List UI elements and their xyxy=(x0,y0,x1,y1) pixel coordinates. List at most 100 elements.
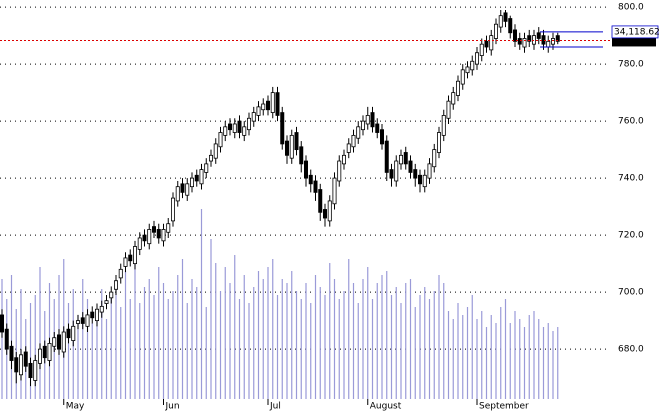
candle-body xyxy=(23,351,28,367)
candle-body xyxy=(527,35,532,42)
volume-bar xyxy=(129,299,131,399)
candle-body xyxy=(375,123,380,133)
x-tick-label: Jun xyxy=(165,402,180,412)
volume-bar xyxy=(143,287,146,399)
candle-body xyxy=(498,15,503,28)
candle-body xyxy=(180,183,185,193)
candle-body xyxy=(218,132,223,148)
candle-body xyxy=(532,35,537,45)
annotation-box xyxy=(611,25,659,39)
candle-body xyxy=(47,343,52,361)
candle-body xyxy=(408,160,413,173)
candle-body xyxy=(227,123,232,131)
candle-body xyxy=(256,106,261,116)
candle-body xyxy=(18,354,23,376)
volume-bar xyxy=(267,267,269,399)
volume-bar xyxy=(200,209,203,399)
volume-bar xyxy=(495,323,497,399)
candle-body xyxy=(389,169,394,179)
candle-body xyxy=(403,152,408,165)
candle-body xyxy=(484,40,489,48)
volume-bar xyxy=(367,267,369,399)
volume-bar xyxy=(205,307,207,399)
volume-bar xyxy=(357,303,359,399)
candle-body xyxy=(503,12,508,22)
volume-bar xyxy=(139,303,141,399)
volume-bar xyxy=(390,295,393,399)
volume-bar xyxy=(243,275,245,399)
volume-bar xyxy=(134,255,136,399)
candle-body xyxy=(446,100,451,119)
candle-body xyxy=(422,174,427,188)
volume-bar xyxy=(167,299,169,399)
last-price-label: 788.31 xyxy=(616,36,648,46)
volume-bar xyxy=(433,291,435,399)
volume-bar xyxy=(504,299,507,399)
candle-body xyxy=(261,103,266,111)
volume-bar xyxy=(519,319,521,399)
candle-body xyxy=(474,52,479,65)
candle-body xyxy=(555,35,560,42)
candle-body xyxy=(356,126,361,139)
candle-body xyxy=(346,143,351,153)
volume-bar xyxy=(120,307,122,399)
candle-body xyxy=(80,317,85,324)
candle-body xyxy=(308,174,313,185)
volume-bar xyxy=(1,279,3,399)
candle-body xyxy=(38,348,43,364)
candle-body xyxy=(242,126,247,136)
candle-body xyxy=(322,209,327,219)
x-tick-label: September xyxy=(479,402,529,412)
candle-body xyxy=(536,32,541,39)
candle-body xyxy=(427,163,432,179)
candle-body xyxy=(189,177,194,188)
candle-body xyxy=(327,200,332,222)
volume-bar xyxy=(305,283,307,399)
candle-body xyxy=(118,268,123,279)
volume-bar xyxy=(224,267,226,399)
volume-bar xyxy=(462,315,464,399)
volume-bar xyxy=(547,323,549,399)
volume-bar xyxy=(105,319,108,399)
volume-bar xyxy=(158,267,160,399)
volume-bar xyxy=(276,295,279,399)
volume-bar xyxy=(490,315,492,399)
candle-body xyxy=(199,169,204,185)
volume-bar xyxy=(300,299,302,399)
volume-bar xyxy=(162,283,165,399)
volume-bar xyxy=(148,279,150,399)
volume-bar xyxy=(219,291,222,399)
y-tick-label: 740.0 xyxy=(618,174,644,184)
volume-bar xyxy=(381,275,383,399)
candle-body xyxy=(332,177,337,205)
candle-body xyxy=(28,362,33,379)
volume-bar xyxy=(181,259,184,399)
volume-bar xyxy=(414,307,416,399)
candle-body xyxy=(413,169,418,179)
volume-bar xyxy=(186,303,188,399)
volume-bar xyxy=(557,327,559,399)
volume-bar xyxy=(319,287,321,399)
candle-body xyxy=(294,132,299,151)
candle-body xyxy=(479,43,484,56)
candle-body xyxy=(142,234,147,242)
candle-body xyxy=(33,360,38,381)
volume-bar xyxy=(67,303,70,399)
volume-bar xyxy=(10,275,13,399)
volume-bar xyxy=(101,289,103,399)
volume-bar xyxy=(115,283,117,399)
volume-bar xyxy=(542,327,545,399)
volume-bar xyxy=(343,291,345,399)
volume-bar xyxy=(286,283,288,399)
candle-body xyxy=(14,357,19,373)
candle-body xyxy=(147,229,152,245)
candle-body xyxy=(156,229,161,239)
candle-body xyxy=(137,237,142,250)
candle-body xyxy=(9,345,14,361)
candle-body xyxy=(303,160,308,179)
candle-body xyxy=(66,328,71,339)
volume-bar xyxy=(528,315,530,399)
volume-bar xyxy=(424,287,426,399)
candle-body xyxy=(280,112,285,145)
candle-body xyxy=(270,92,275,113)
